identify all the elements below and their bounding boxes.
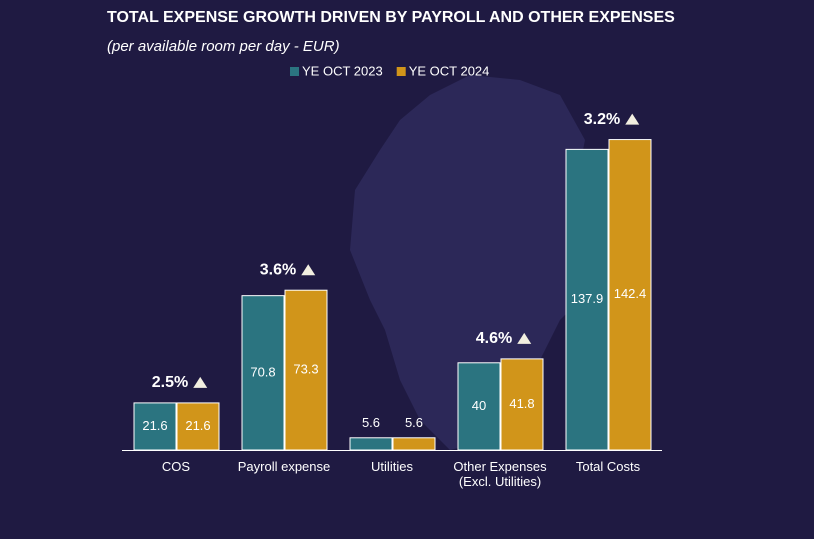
- chart-subtitle: (per available room per day - EUR): [107, 38, 340, 55]
- growth-label: 4.6%: [476, 330, 512, 347]
- growth-arrow: [517, 332, 532, 344]
- bar: [392, 437, 436, 451]
- growth-arrow: [301, 264, 316, 276]
- bar: [241, 295, 285, 451]
- growth-arrow: [193, 376, 208, 388]
- x-tick-label: Payroll expense: [237, 459, 331, 474]
- x-tick-label: Total Costs: [575, 459, 641, 474]
- bar: [457, 362, 501, 451]
- value-label: 5.6: [405, 415, 423, 430]
- value-label: 40: [472, 398, 486, 413]
- growth-label: 2.5%: [152, 374, 188, 391]
- bar: [133, 402, 177, 451]
- value-label: 142.4: [614, 286, 647, 301]
- legend-label: YE OCT 2023: [302, 63, 383, 78]
- value-label: 21.6: [142, 418, 167, 433]
- bar: [608, 139, 652, 451]
- x-tick-label: Other Expenses (Excl. Utilities): [453, 459, 547, 489]
- legend-swatch: [396, 67, 406, 76]
- value-label: 73.3: [293, 362, 318, 377]
- growth-label: 3.6%: [260, 261, 296, 278]
- bar: [349, 437, 393, 451]
- map-silhouette: [350, 75, 600, 450]
- value-label: 70.8: [250, 364, 275, 379]
- chart-title: TOTAL EXPENSE GROWTH DRIVEN BY PAYROLL A…: [107, 9, 675, 26]
- x-tick-label: Utilities: [371, 459, 413, 474]
- legend-swatch: [290, 67, 299, 76]
- value-label: 137.9: [571, 291, 604, 306]
- value-label: 5.6: [362, 415, 380, 430]
- bar: [565, 148, 609, 451]
- value-label: 21.6: [185, 418, 210, 433]
- legend-label: YE OCT 2024: [409, 63, 490, 78]
- value-label: 41.8: [509, 396, 534, 411]
- bar: [176, 402, 220, 451]
- bar: [284, 289, 328, 451]
- bar: [500, 358, 544, 451]
- x-tick-label: COS: [161, 459, 191, 474]
- growth-label: 3.2%: [584, 111, 620, 128]
- growth-arrow: [625, 113, 640, 125]
